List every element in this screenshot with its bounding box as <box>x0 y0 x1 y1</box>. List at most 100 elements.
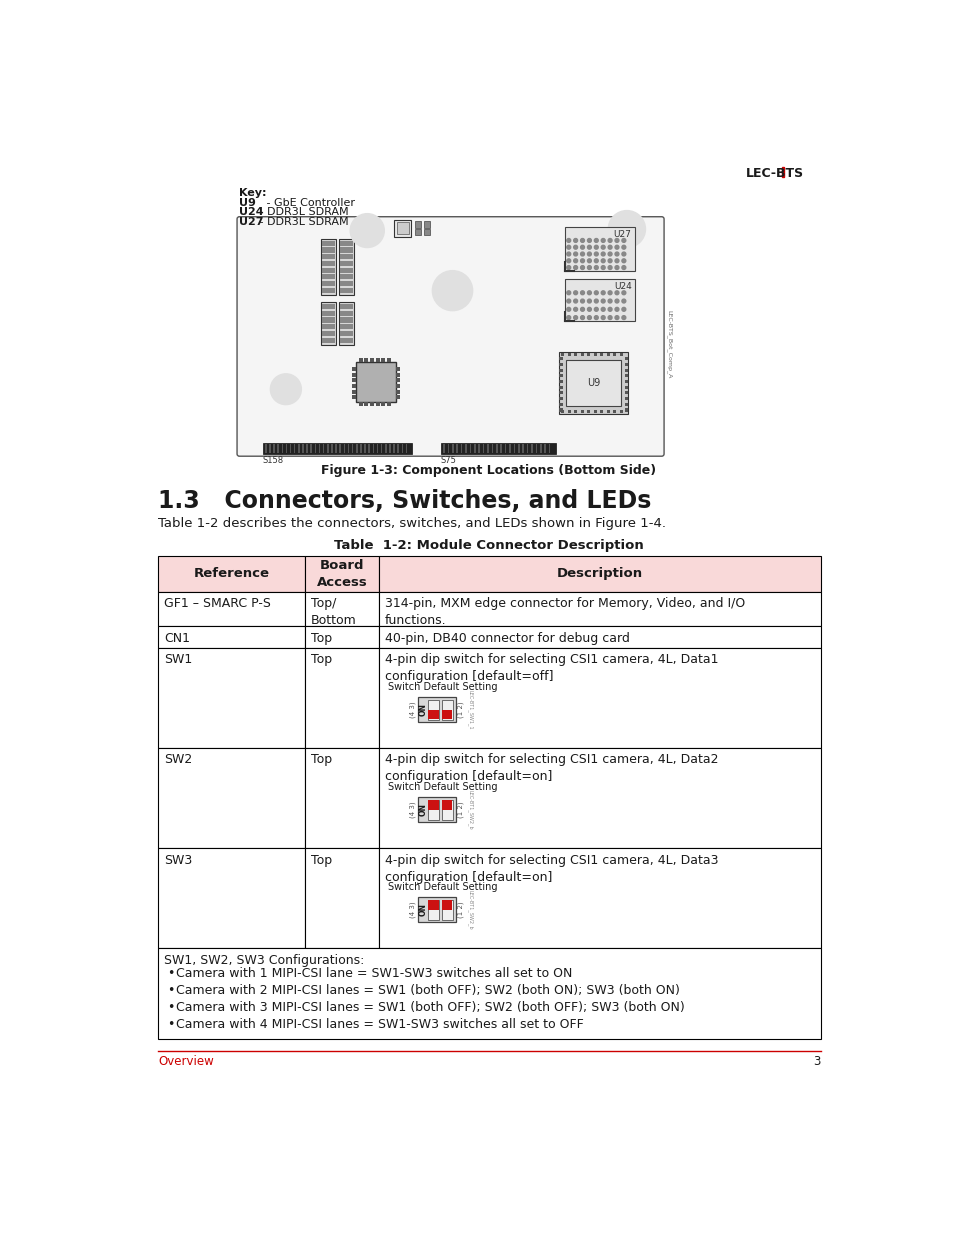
Bar <box>318 443 320 453</box>
Text: Switch Default Setting: Switch Default Setting <box>388 782 497 792</box>
Circle shape <box>580 259 584 263</box>
Text: ON: ON <box>418 703 427 716</box>
Bar <box>305 556 378 592</box>
Bar <box>624 357 627 361</box>
Text: 4-pin dip switch for selecting CSI1 camera, 4L, Data3
configuration [default=on]: 4-pin dip switch for selecting CSI1 came… <box>385 853 718 883</box>
Bar <box>340 317 353 322</box>
Bar <box>442 710 452 719</box>
Bar <box>352 443 353 453</box>
Bar <box>427 900 439 920</box>
Bar <box>322 304 335 309</box>
Bar <box>378 626 820 648</box>
Bar <box>548 443 550 453</box>
Bar <box>364 358 368 362</box>
Circle shape <box>607 316 612 320</box>
Circle shape <box>615 291 618 295</box>
Bar <box>618 353 622 356</box>
Bar <box>417 798 456 823</box>
Bar <box>567 410 570 412</box>
Text: Camera with 2 MIPI-CSI lanes = SW1 (both OFF); SW2 (both ON); SW3 (both ON): Camera with 2 MIPI-CSI lanes = SW1 (both… <box>175 983 679 997</box>
Bar <box>482 443 484 453</box>
FancyBboxPatch shape <box>236 216 663 456</box>
Bar <box>381 403 385 406</box>
Bar <box>522 443 523 453</box>
Bar <box>397 443 398 453</box>
Circle shape <box>566 266 570 269</box>
Circle shape <box>566 252 570 256</box>
Bar <box>370 358 374 362</box>
Bar <box>564 227 634 272</box>
Bar <box>290 443 291 453</box>
Bar <box>387 403 391 406</box>
Bar <box>158 848 305 948</box>
Bar <box>558 403 562 406</box>
Bar <box>618 410 622 412</box>
Bar <box>381 358 385 362</box>
Text: •: • <box>167 983 174 997</box>
Bar <box>440 443 555 454</box>
Bar <box>442 900 452 910</box>
Circle shape <box>594 266 598 269</box>
Bar <box>340 268 353 273</box>
Circle shape <box>600 316 604 320</box>
Text: U9: U9 <box>239 199 256 209</box>
Bar <box>396 222 409 235</box>
Bar <box>558 398 562 400</box>
Text: Camera with 4 MIPI-CSI lanes = SW1-SW3 switches all set to OFF: Camera with 4 MIPI-CSI lanes = SW1-SW3 s… <box>175 1018 583 1030</box>
Circle shape <box>573 252 577 256</box>
Bar <box>423 221 430 227</box>
Text: U27: U27 <box>239 216 264 227</box>
Bar <box>566 359 620 406</box>
Bar <box>370 403 374 406</box>
Text: ON: ON <box>418 803 427 816</box>
Bar <box>395 384 399 388</box>
Circle shape <box>615 246 618 249</box>
Bar <box>306 443 308 453</box>
Circle shape <box>580 266 584 269</box>
Bar <box>352 378 355 383</box>
Bar <box>378 848 820 948</box>
Bar <box>539 443 541 453</box>
Bar <box>340 274 353 279</box>
Bar <box>477 443 479 453</box>
Text: 4-pin dip switch for selecting CSI1 camera, 4L, Data2
configuration [default=on]: 4-pin dip switch for selecting CSI1 came… <box>385 753 718 783</box>
Bar <box>322 247 335 252</box>
Circle shape <box>587 291 591 295</box>
Text: (1 2): (1 2) <box>457 701 464 718</box>
Bar <box>352 373 355 377</box>
Bar <box>567 353 570 356</box>
Circle shape <box>615 316 618 320</box>
Bar <box>322 282 335 287</box>
Bar <box>781 168 783 178</box>
Circle shape <box>566 316 570 320</box>
Bar <box>574 353 577 356</box>
Bar <box>355 362 395 403</box>
Bar <box>586 353 590 356</box>
Circle shape <box>573 299 577 303</box>
Circle shape <box>600 238 604 242</box>
Circle shape <box>621 308 625 311</box>
Bar <box>441 799 453 820</box>
Circle shape <box>580 316 584 320</box>
Circle shape <box>587 259 591 263</box>
Circle shape <box>621 259 625 263</box>
Text: U9: U9 <box>586 378 599 388</box>
Bar <box>322 268 335 273</box>
Circle shape <box>580 238 584 242</box>
Bar <box>613 410 616 412</box>
Text: Figure 1-3: Component Locations (Bottom Side): Figure 1-3: Component Locations (Bottom … <box>321 464 656 477</box>
Bar <box>340 247 353 252</box>
Text: ON: ON <box>418 903 427 916</box>
Circle shape <box>580 252 584 256</box>
Text: 314-pin, MXM edge connector for Memory, Video, and I/O
functions.: 314-pin, MXM edge connector for Memory, … <box>385 597 744 627</box>
Bar <box>305 592 378 626</box>
Bar <box>364 403 368 406</box>
Bar <box>428 800 438 810</box>
Text: Key:: Key: <box>239 188 267 199</box>
Bar <box>599 410 602 412</box>
Circle shape <box>270 374 301 405</box>
Bar <box>352 395 355 399</box>
Bar <box>624 368 627 372</box>
Circle shape <box>594 291 598 295</box>
Bar <box>265 443 266 453</box>
